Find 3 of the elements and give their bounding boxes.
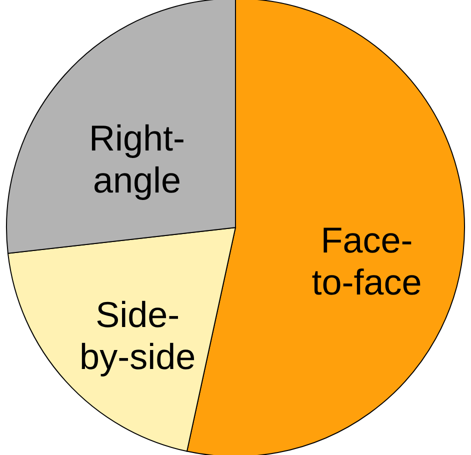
slice-label: Side-by-side — [80, 294, 196, 378]
slice-label: Face-to-face — [312, 220, 422, 303]
slice-label: Right-angle — [89, 118, 186, 201]
